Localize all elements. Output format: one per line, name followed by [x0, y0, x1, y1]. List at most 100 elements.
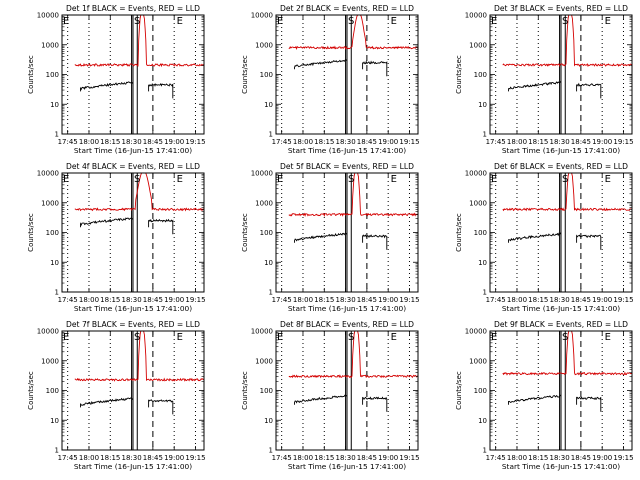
panel-9: Det 9f BLACK = Events, RED = LLD E S E 17:45…: [455, 320, 634, 471]
events-series-line: [294, 58, 348, 77]
y-tick-label: 1: [483, 289, 487, 297]
panel-6: Det 6f BLACK = Events, RED = LLD E S E 17:45…: [455, 162, 634, 313]
marker-label-e: E: [491, 332, 497, 343]
y-tick-label: 1: [55, 131, 59, 139]
lld-series-line: [74, 331, 204, 382]
x-tick-label: 18:15: [100, 138, 120, 146]
x-tick-label: 18:00: [507, 296, 527, 304]
y-tick-label: 10: [264, 101, 273, 109]
marker-label-e: E: [491, 174, 497, 185]
y-tick-label: 10000: [465, 12, 487, 20]
y-tick-label: 1: [269, 131, 273, 139]
lld-series-line: [74, 173, 204, 212]
y-axis-label: Counts/sec: [241, 55, 249, 94]
y-tick-label: 1000: [255, 199, 273, 207]
y-axis-label: Counts/sec: [241, 371, 249, 410]
x-tick-label: 18:30: [121, 138, 141, 146]
events-series-line: [362, 234, 388, 250]
x-tick-label: 19:15: [399, 296, 419, 304]
marker-label-e: E: [605, 174, 611, 185]
x-tick-label: 17:45: [272, 138, 292, 146]
x-tick-label: 19:00: [164, 296, 184, 304]
panel-title: Det 8f BLACK = Events, RED = LLD: [280, 320, 414, 329]
panel-title: Det 7f BLACK = Events, RED = LLD: [66, 320, 200, 329]
marker-label-s: S: [134, 174, 140, 185]
y-tick-label: 10000: [37, 12, 59, 20]
x-tick-label: 18:30: [121, 454, 141, 462]
marker-label-e: E: [177, 16, 183, 27]
x-tick-label: 19:00: [378, 138, 398, 146]
panel-8: Det 8f BLACK = Events, RED = LLD E S E 17:45…: [241, 320, 420, 471]
x-tick-label: 18:00: [79, 454, 99, 462]
y-tick-label: 1000: [41, 357, 59, 365]
y-axis-label: Counts/sec: [455, 55, 463, 94]
marker-label-e: E: [491, 16, 497, 27]
lld-series-line: [288, 331, 418, 379]
panel-title: Det 5f BLACK = Events, RED = LLD: [280, 162, 414, 171]
x-tick-label: 18:15: [100, 296, 120, 304]
x-tick-label: 18:15: [528, 454, 548, 462]
x-tick-label: 18:30: [549, 296, 569, 304]
x-tick-label: 17:45: [486, 296, 506, 304]
y-tick-label: 100: [474, 71, 487, 79]
y-axis-label: Counts/sec: [455, 213, 463, 252]
x-tick-label: 18:15: [100, 454, 120, 462]
x-tick-label: 18:30: [335, 296, 355, 304]
lld-series-line: [74, 15, 204, 68]
y-tick-label: 100: [260, 71, 273, 79]
y-tick-label: 1: [269, 447, 273, 455]
y-tick-label: 1000: [255, 357, 273, 365]
y-tick-label: 10: [478, 101, 487, 109]
marker-label-s: S: [562, 16, 568, 27]
marker-label-e: E: [177, 174, 183, 185]
x-tick-label: 18:45: [143, 296, 163, 304]
y-tick-label: 10000: [465, 170, 487, 178]
x-tick-label: 18:45: [143, 138, 163, 146]
events-series-line: [80, 397, 134, 415]
marker-label-s: S: [348, 16, 354, 27]
y-tick-label: 10: [478, 417, 487, 425]
y-tick-label: 100: [474, 229, 487, 237]
events-series-line: [576, 234, 602, 250]
y-tick-label: 1: [483, 131, 487, 139]
x-tick-label: 17:45: [272, 296, 292, 304]
x-tick-label: 17:45: [486, 138, 506, 146]
y-tick-label: 10: [264, 259, 273, 267]
y-tick-label: 1000: [41, 41, 59, 49]
x-tick-label: 19:15: [613, 296, 633, 304]
marker-label-e: E: [277, 332, 283, 343]
x-tick-label: 18:15: [314, 296, 334, 304]
x-tick-label: 18:15: [314, 454, 334, 462]
lld-series-line: [502, 331, 632, 376]
panel-7: Det 7f BLACK = Events, RED = LLD E S E 17:45…: [27, 320, 206, 471]
x-tick-label: 18:00: [293, 296, 313, 304]
x-tick-label: 18:15: [314, 138, 334, 146]
y-tick-label: 1: [55, 447, 59, 455]
x-tick-label: 17:45: [58, 454, 78, 462]
marker-label-s: S: [348, 174, 354, 185]
y-tick-label: 10: [50, 417, 59, 425]
y-axis-label: Counts/sec: [27, 371, 35, 410]
marker-label-e: E: [63, 332, 69, 343]
marker-label-e: E: [63, 174, 69, 185]
lld-series-line: [502, 173, 632, 212]
marker-label-e: E: [277, 16, 283, 27]
x-tick-label: 18:15: [528, 296, 548, 304]
y-tick-label: 100: [474, 387, 487, 395]
x-tick-label: 18:15: [528, 138, 548, 146]
x-tick-label: 18:45: [143, 454, 163, 462]
x-axis-label: Start Time (16-Jun-15 17:41:00): [288, 462, 406, 471]
x-tick-label: 19:15: [613, 454, 633, 462]
y-axis-label: Counts/sec: [27, 55, 35, 94]
x-tick-label: 18:30: [335, 138, 355, 146]
panel-title: Det 4f BLACK = Events, RED = LLD: [66, 162, 200, 171]
panel-4: Det 4f BLACK = Events, RED = LLD E S E 17:45…: [27, 162, 206, 313]
marker-label-e: E: [605, 332, 611, 343]
y-tick-label: 100: [46, 71, 59, 79]
y-tick-label: 1000: [41, 199, 59, 207]
y-tick-label: 10000: [37, 170, 59, 178]
events-series-line: [576, 82, 602, 99]
x-tick-label: 18:00: [79, 138, 99, 146]
y-tick-label: 10: [478, 259, 487, 267]
